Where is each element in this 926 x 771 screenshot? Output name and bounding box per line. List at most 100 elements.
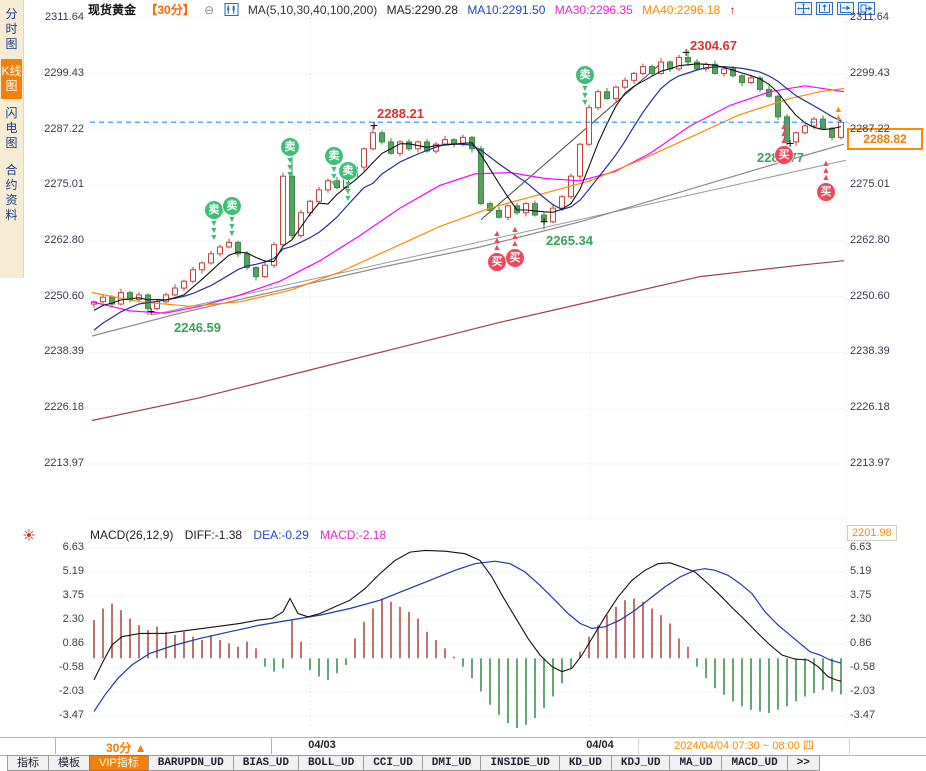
- macd-axis-label-right: -3.47: [850, 708, 876, 721]
- sell-signal-badge: 卖: [325, 147, 343, 165]
- y-axis-label-left: 2262.80: [44, 234, 84, 247]
- indicator-tab-INSIDE_UD[interactable]: INSIDE_UD: [480, 755, 560, 771]
- indicator-tab-MA_UD[interactable]: MA_UD: [669, 755, 723, 771]
- buy-signal-badge: 买: [817, 183, 835, 201]
- sell-arrow-icon: ▼: [227, 221, 237, 231]
- buy-signal-badge: 买: [488, 253, 506, 271]
- indicator-tab-KDJ_UD[interactable]: KDJ_UD: [610, 755, 671, 771]
- sell-arrow-icon: ▼: [580, 83, 590, 93]
- buy-arrow-icon: ▲: [821, 158, 831, 168]
- y-axis-label-left: 2299.43: [44, 66, 84, 79]
- macd-settings-label: MACD(26,12,9): [90, 528, 174, 542]
- sell-arrow-icon: ▼: [227, 228, 237, 238]
- sell-arrow-icon: ▼: [285, 162, 295, 172]
- macd-axis-label-right: 2.30: [850, 613, 872, 626]
- axis-up-icon[interactable]: [816, 2, 833, 15]
- y-axis-label-left: 2311.64: [45, 11, 84, 23]
- crosshair-icon[interactable]: [795, 2, 812, 15]
- indicator-tab-KD_UD[interactable]: KD_UD: [558, 755, 612, 771]
- sidebar: 分时图 K线图 闪电图 合约资料: [0, 0, 24, 278]
- buy-signal-badge: 买: [775, 146, 793, 164]
- price-annotation: 2304.67: [690, 38, 737, 53]
- sidebar-tab-contract-info[interactable]: 合约资料: [1, 158, 22, 228]
- macd-axis-label-right: 6.63: [850, 541, 872, 554]
- buy-arrow-icon: ▲: [510, 224, 520, 234]
- axis-extra-label: 2201.98: [847, 525, 897, 541]
- indicator-tab-指标[interactable]: 指标: [7, 755, 49, 771]
- sell-arrow-icon: ▼: [343, 179, 353, 189]
- macd-axis-label-left: 3.75: [62, 589, 84, 602]
- date-label: 04/03: [308, 739, 336, 751]
- indicator-tab-MACD_UD[interactable]: MACD_UD: [721, 755, 788, 771]
- indicator-tab-VIP指标[interactable]: VIP指标: [89, 755, 149, 771]
- sidebar-tab-kline[interactable]: K线图: [1, 59, 22, 99]
- y-axis-label-right: 2226.18: [850, 401, 890, 414]
- macd-axis-label-left: 0.86: [62, 637, 84, 650]
- macd-value: MACD:-2.18: [320, 528, 387, 542]
- macd-axis-label-left: 6.63: [62, 541, 84, 554]
- buy-arrow-icon: ▲: [492, 228, 502, 238]
- sidebar-tab-timeshare[interactable]: 分时图: [1, 2, 22, 57]
- extreme-cross-marker: +: [540, 213, 549, 229]
- y-axis-label-left: 2250.60: [44, 289, 84, 302]
- sidebar-tab-lightning[interactable]: 闪电图: [1, 101, 22, 156]
- y-axis-label-right: 2238.39: [850, 345, 890, 358]
- exit-icon[interactable]: [858, 2, 875, 15]
- buy-arrow-icon: ▲: [821, 165, 831, 175]
- ma30-value: MA30:2296.35: [554, 3, 633, 17]
- indicator-sun-icon[interactable]: [23, 529, 35, 541]
- time-axis-bar: 30分 ▲ 2024/04/04 07:30 ~ 08:00 四 04/03 04…: [0, 737, 926, 756]
- ma5-value: MA5:2290.28: [386, 3, 458, 17]
- indicator-tab-BIAS_UD[interactable]: BIAS_UD: [232, 755, 299, 771]
- sell-signal-badge: 卖: [576, 66, 594, 84]
- date-label: 04/04: [586, 739, 614, 751]
- buy-arrow-icon: ▲: [492, 242, 502, 252]
- dea-value: DEA:-0.29: [253, 528, 309, 542]
- sell-signal-badge: 卖: [223, 197, 241, 215]
- buy-arrow-icon: ▲: [779, 128, 789, 138]
- extreme-cross-marker: +: [682, 44, 691, 60]
- y-axis-label-right: 2311.64: [850, 11, 889, 23]
- indicator-tab-DMI_UD[interactable]: DMI_UD: [421, 755, 482, 771]
- price-up-arrow-icon: ↑: [729, 3, 736, 17]
- chart-header: 现货黄金 【30分】 ⊖ MA(5,10,30,40,100,200) MA5:…: [88, 1, 742, 17]
- macd-axis-label-left: -0.58: [58, 660, 84, 673]
- y-axis-label-left: 2287.22: [44, 122, 84, 135]
- ma40-value: MA40:2296.18: [642, 3, 721, 17]
- candlestick-chart-icon: [224, 3, 240, 16]
- y-axis-label-right: 2250.60: [850, 289, 890, 302]
- buy-arrow-icon: ▲: [492, 235, 502, 245]
- y-axis-label-right: 2262.80: [850, 234, 890, 247]
- current-price-box: 2288.82: [847, 128, 923, 150]
- macd-axis-label-right: -2.03: [850, 684, 876, 697]
- macd-axis-label-right: 5.19: [850, 565, 872, 578]
- sell-arrow-icon: ▼: [343, 193, 353, 203]
- sell-arrow-icon: ▼: [580, 90, 590, 100]
- indicator-tab-模板[interactable]: 模板: [48, 755, 90, 771]
- collapse-icon[interactable]: ⊖: [204, 3, 215, 17]
- sell-arrow-icon: ▼: [209, 218, 219, 228]
- axis-right-icon[interactable]: [837, 2, 854, 15]
- indicator-tab->>[interactable]: >>: [786, 755, 820, 771]
- extreme-cross-marker: +: [786, 135, 795, 151]
- indicator-tab-BOLL_UD[interactable]: BOLL_UD: [297, 755, 365, 771]
- buy-arrow-icon: ▲: [510, 238, 520, 248]
- chart-toolbar: [795, 2, 875, 15]
- macd-axis-label-right: 3.75: [850, 589, 872, 602]
- current-price-arrow-icon: ▲ ▲: [834, 104, 843, 122]
- price-annotation: 2265.34: [546, 233, 593, 248]
- y-axis-label-left: 2275.01: [44, 178, 84, 191]
- indicator-tab-BARUPDN_UD[interactable]: BARUPDN_UD: [147, 755, 234, 771]
- sell-signal-badge: 卖: [281, 138, 299, 156]
- time-range-label: 2024/04/04 07:30 ~ 08:00 四: [638, 738, 850, 754]
- indicator-tab-bar: 指标 模板 VIP指标 BARUPDN_UD BIAS_UD BOLL_UD CCI_UD D…: [7, 755, 820, 771]
- macd-header: MACD(26,12,9) DIFF:-1.38 DEA:-0.29 MACD:…: [90, 528, 394, 542]
- sell-arrow-icon: ▼: [209, 225, 219, 235]
- macd-axis-label-left: -3.47: [58, 708, 84, 721]
- buy-arrow-icon: ▲: [779, 121, 789, 131]
- indicator-tab-CCI_UD[interactable]: CCI_UD: [363, 755, 423, 771]
- y-axis-label-right: 2299.43: [850, 66, 890, 79]
- period-selector[interactable]: 30分 ▲: [55, 738, 272, 755]
